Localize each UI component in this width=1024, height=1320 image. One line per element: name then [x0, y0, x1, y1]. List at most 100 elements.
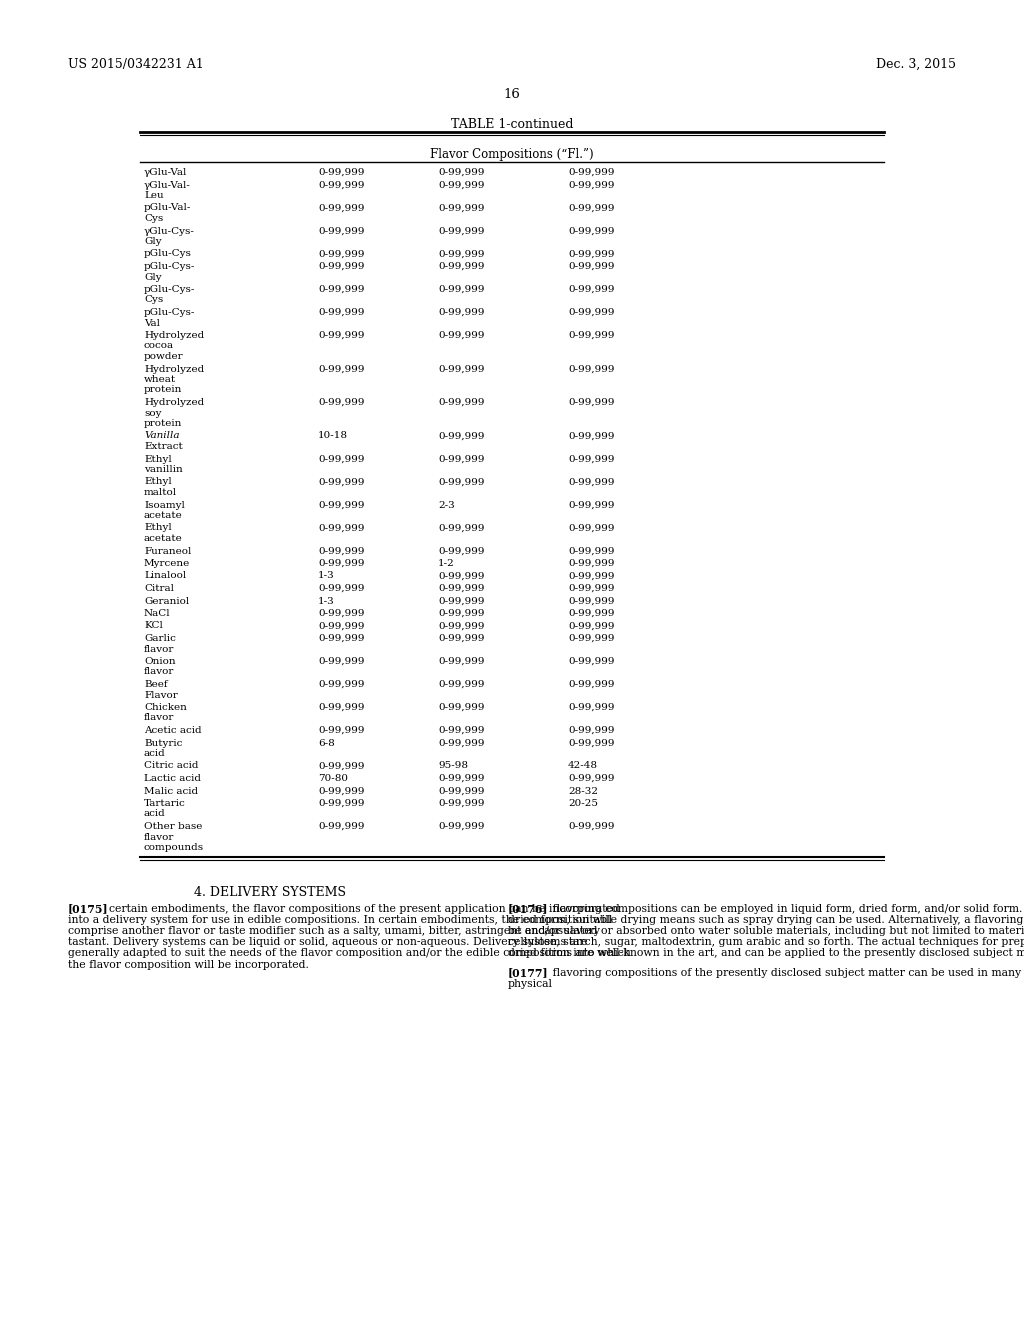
Text: 0-99,999: 0-99,999: [318, 261, 365, 271]
Text: 0-99,999: 0-99,999: [568, 524, 614, 532]
Text: wheat: wheat: [144, 375, 176, 384]
Text: 0-99,999: 0-99,999: [318, 680, 365, 689]
Text: 0-99,999: 0-99,999: [438, 597, 484, 606]
Text: 0-99,999: 0-99,999: [318, 500, 365, 510]
Text: 0-99,999: 0-99,999: [438, 168, 484, 177]
Text: 0-99,999: 0-99,999: [318, 546, 365, 556]
Text: Gly: Gly: [144, 272, 162, 281]
Text: pGlu-Val-: pGlu-Val-: [144, 203, 191, 213]
Text: 28-32: 28-32: [568, 787, 598, 796]
Text: 0-99,999: 0-99,999: [438, 622, 484, 631]
Text: 0-99,999: 0-99,999: [318, 181, 365, 190]
Text: Chicken: Chicken: [144, 704, 186, 711]
Text: 0-99,999: 0-99,999: [438, 822, 484, 832]
Text: 0-99,999: 0-99,999: [318, 524, 365, 532]
Text: Citral: Citral: [144, 583, 174, 593]
Text: 0-99,999: 0-99,999: [568, 203, 614, 213]
Text: 0-99,999: 0-99,999: [568, 822, 614, 832]
Text: maltol: maltol: [144, 488, 177, 498]
Text: 6-8: 6-8: [318, 738, 335, 747]
Text: Flavor: Flavor: [144, 690, 178, 700]
Text: physical: physical: [508, 978, 553, 989]
Text: 0-99,999: 0-99,999: [438, 249, 484, 259]
Text: 0-99,999: 0-99,999: [438, 203, 484, 213]
Text: 0-99,999: 0-99,999: [568, 432, 614, 441]
Text: 0-99,999: 0-99,999: [318, 285, 365, 294]
Text: 0-99,999: 0-99,999: [318, 799, 365, 808]
Text: 0-99,999: 0-99,999: [318, 583, 365, 593]
Text: γGlu-Val-: γGlu-Val-: [144, 181, 190, 190]
Text: Dec. 3, 2015: Dec. 3, 2015: [876, 58, 956, 71]
Text: Gly: Gly: [144, 238, 162, 246]
Text: Cys: Cys: [144, 214, 163, 223]
Text: 0-99,999: 0-99,999: [318, 822, 365, 832]
Text: Cys: Cys: [144, 296, 163, 305]
Text: pGlu-Cys-: pGlu-Cys-: [144, 308, 196, 317]
Text: 95-98: 95-98: [438, 762, 468, 771]
Text: flavor: flavor: [144, 833, 174, 842]
Text: Leu: Leu: [144, 191, 164, 201]
Text: 0-99,999: 0-99,999: [438, 583, 484, 593]
Text: flavoring compositions of the presently disclosed subject matter can be used in : flavoring compositions of the presently …: [549, 968, 1024, 978]
Text: 2-3: 2-3: [438, 500, 455, 510]
Text: 0-99,999: 0-99,999: [568, 738, 614, 747]
Text: [0175]: [0175]: [68, 903, 109, 915]
Text: 0-99,999: 0-99,999: [318, 249, 365, 259]
Text: 0-99,999: 0-99,999: [568, 168, 614, 177]
Text: 0-99,999: 0-99,999: [568, 308, 614, 317]
Text: 0-99,999: 0-99,999: [438, 738, 484, 747]
Text: acid: acid: [144, 809, 166, 818]
Text: 0-99,999: 0-99,999: [568, 583, 614, 593]
Text: 0-99,999: 0-99,999: [438, 799, 484, 808]
Text: Geraniol: Geraniol: [144, 597, 189, 606]
Text: 0-99,999: 0-99,999: [318, 726, 365, 735]
Text: Hydrolyzed: Hydrolyzed: [144, 331, 204, 341]
Text: 0-99,999: 0-99,999: [568, 597, 614, 606]
Text: US 2015/0342231 A1: US 2015/0342231 A1: [68, 58, 204, 71]
Text: 0-99,999: 0-99,999: [568, 364, 614, 374]
Text: 0-99,999: 0-99,999: [568, 331, 614, 341]
Text: 0-99,999: 0-99,999: [438, 364, 484, 374]
Text: Beef: Beef: [144, 680, 168, 689]
Text: 0-99,999: 0-99,999: [568, 680, 614, 689]
Text: 0-99,999: 0-99,999: [438, 261, 484, 271]
Text: 0-99,999: 0-99,999: [438, 680, 484, 689]
Text: 1-3: 1-3: [318, 597, 335, 606]
Text: 0-99,999: 0-99,999: [318, 364, 365, 374]
Text: 0-99,999: 0-99,999: [318, 657, 365, 667]
Text: 1-2: 1-2: [438, 558, 455, 568]
Text: 0-99,999: 0-99,999: [318, 762, 365, 771]
Text: 0-99,999: 0-99,999: [318, 787, 365, 796]
Text: be encapsulated or absorbed onto water soluble materials, including but not limi: be encapsulated or absorbed onto water s…: [508, 925, 1024, 936]
Text: 0-99,999: 0-99,999: [568, 399, 614, 407]
Text: 0-99,999: 0-99,999: [568, 657, 614, 667]
Text: 0-99,999: 0-99,999: [438, 478, 484, 487]
Text: γGlu-Val: γGlu-Val: [144, 168, 187, 177]
Text: Hydrolyzed: Hydrolyzed: [144, 399, 204, 407]
Text: flavor: flavor: [144, 714, 174, 722]
Text: [0177]: [0177]: [508, 968, 549, 978]
Text: Other base: Other base: [144, 822, 203, 832]
Text: 0-99,999: 0-99,999: [438, 454, 484, 463]
Text: dried forms are well-known in the art, and can be applied to the presently discl: dried forms are well-known in the art, a…: [508, 948, 1024, 958]
Text: 0-99,999: 0-99,999: [318, 331, 365, 341]
Text: 0-99,999: 0-99,999: [318, 478, 365, 487]
Text: 0-99,999: 0-99,999: [438, 546, 484, 556]
Text: 20-25: 20-25: [568, 799, 598, 808]
Text: Garlic: Garlic: [144, 634, 176, 643]
Text: protein: protein: [144, 385, 182, 395]
Text: Hydrolyzed: Hydrolyzed: [144, 364, 204, 374]
Text: 0-99,999: 0-99,999: [568, 454, 614, 463]
Text: 0-99,999: 0-99,999: [438, 399, 484, 407]
Text: 0-99,999: 0-99,999: [568, 558, 614, 568]
Text: 70-80: 70-80: [318, 774, 348, 783]
Text: 0-99,999: 0-99,999: [438, 787, 484, 796]
Text: 10-18: 10-18: [318, 432, 348, 441]
Text: 0-99,999: 0-99,999: [568, 704, 614, 711]
Text: soy: soy: [144, 408, 162, 417]
Text: cellulose, starch, sugar, maltodextrin, gum arabic and so forth. The actual tech: cellulose, starch, sugar, maltodextrin, …: [508, 937, 1024, 948]
Text: 42-48: 42-48: [568, 762, 598, 771]
Text: tastant. Delivery systems can be liquid or solid, aqueous or non-aqueous. Delive: tastant. Delivery systems can be liquid …: [68, 937, 588, 948]
Text: 0-99,999: 0-99,999: [438, 634, 484, 643]
Text: pGlu-Cys-: pGlu-Cys-: [144, 261, 196, 271]
